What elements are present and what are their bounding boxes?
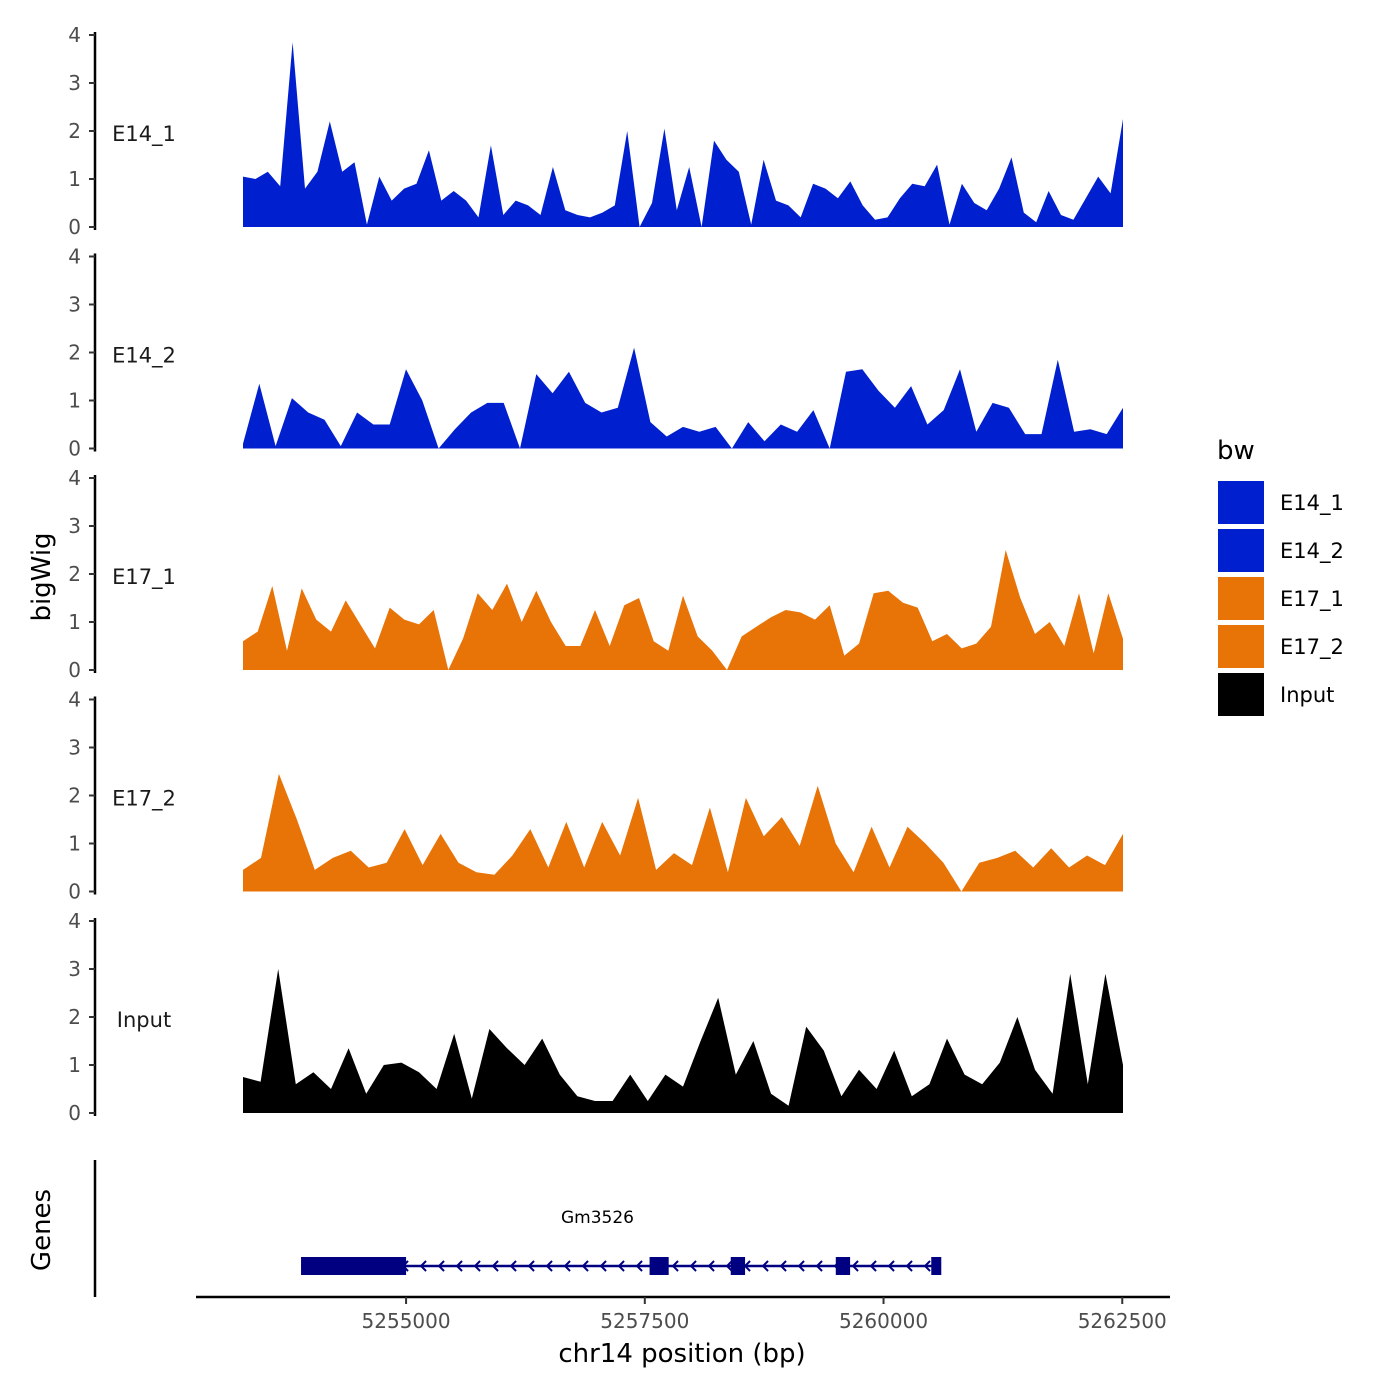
legend-swatch-E14_2 — [1218, 529, 1264, 572]
y-tick-label-E14_1-0: 0 — [68, 215, 81, 239]
track-Input: 0 1 2 3 4 Input — [68, 909, 1123, 1125]
y-tick-label-E14_2-3: 3 — [68, 293, 81, 317]
strand-arrow — [581, 1260, 589, 1272]
y-tick-label-Input-0: 0 — [68, 1101, 81, 1125]
strand-arrow — [671, 1260, 679, 1272]
strand-arrow — [761, 1260, 769, 1272]
strand-arrow — [419, 1260, 427, 1272]
x-axis-title: chr14 position (bp) — [558, 1339, 805, 1369]
track-label-Input: Input — [117, 1008, 171, 1032]
track-E14_1: 0 1 2 3 4 E14_1 — [68, 23, 1123, 239]
gene-track: Gm3526 — [93, 1160, 942, 1297]
legend-swatch-E17_2 — [1218, 625, 1264, 668]
exon-1 — [301, 1257, 407, 1275]
y-axis-title: bigWig — [27, 532, 57, 621]
gene-Gm3526: Gm3526 — [301, 1208, 942, 1275]
area-E17_2 — [243, 773, 1123, 892]
strand-arrow — [599, 1260, 607, 1272]
y-tick-label-E14_1-1: 1 — [68, 167, 81, 191]
y-tick-label-E14_2-4: 4 — [68, 245, 81, 269]
strand-arrow — [689, 1260, 697, 1272]
gene-track-title: Genes — [27, 1189, 57, 1271]
y-tick-label-E17_1-4: 4 — [68, 466, 81, 490]
strand-arrow — [923, 1260, 931, 1272]
legend-label-E17_1: E17_1 — [1280, 587, 1344, 612]
y-tick-label-E14_1-3: 3 — [68, 71, 81, 95]
tracks-layer: 0 1 2 3 4 E14_1 0 1 2 3 4 E14_2 0 1 2 3 4 E17_1 0 1 2 3 4 E17_2… — [68, 23, 1123, 1125]
y-tick-label-E14_1-4: 4 — [68, 23, 81, 47]
y-tick-label-E17_1-3: 3 — [68, 514, 81, 538]
y-tick-label-E14_1-2: 2 — [68, 119, 81, 143]
track-label-E17_2: E17_2 — [112, 787, 176, 812]
strand-arrow — [491, 1260, 499, 1272]
track-label-E14_1: E14_1 — [112, 122, 176, 147]
x-tick-label-5262500: 5262500 — [1078, 1309, 1167, 1333]
area-E14_1 — [243, 42, 1123, 228]
track-label-E14_2: E14_2 — [112, 344, 176, 369]
y-tick-label-E17_2-2: 2 — [68, 784, 81, 808]
y-tick-label-E17_1-2: 2 — [68, 562, 81, 586]
y-tick-label-E14_2-2: 2 — [68, 341, 81, 365]
y-tick-label-E17_1-0: 0 — [68, 658, 81, 682]
y-tick-label-E14_2-0: 0 — [68, 437, 81, 461]
y-tick-label-E17_2-3: 3 — [68, 736, 81, 760]
strand-arrow — [725, 1260, 733, 1272]
x-tick-label-5257500: 5257500 — [600, 1309, 689, 1333]
y-tick-label-Input-1: 1 — [68, 1053, 81, 1077]
exon-2 — [649, 1257, 669, 1275]
y-tick-label-Input-2: 2 — [68, 1005, 81, 1029]
strand-arrow — [563, 1260, 571, 1272]
x-tick-label-5260000: 5260000 — [839, 1309, 928, 1333]
area-Input — [243, 969, 1123, 1113]
strand-arrow — [473, 1260, 481, 1272]
y-tick-label-E17_2-0: 0 — [68, 880, 81, 904]
track-E17_1: 0 1 2 3 4 E17_1 — [68, 466, 1123, 682]
track-E14_2: 0 1 2 3 4 E14_2 — [68, 245, 1123, 461]
y-tick-label-E14_2-1: 1 — [68, 389, 81, 413]
strand-arrow — [437, 1260, 445, 1272]
strand-arrow — [851, 1260, 859, 1272]
track-label-E17_1: E17_1 — [112, 565, 176, 590]
track-E17_2: 0 1 2 3 4 E17_2 — [68, 688, 1123, 904]
y-tick-label-Input-4: 4 — [68, 909, 81, 933]
legend: E14_1 E14_2 E17_1 E17_2 Input — [1218, 481, 1344, 716]
x-axis: 5255000 5257500 5260000 5262500 — [196, 1295, 1170, 1333]
legend-label-Input: Input — [1280, 683, 1334, 707]
strand-arrow — [779, 1260, 787, 1272]
y-tick-label-Input-3: 3 — [68, 957, 81, 981]
strand-arrow — [905, 1260, 913, 1272]
strand-arrow — [617, 1260, 625, 1272]
legend-swatch-E14_1 — [1218, 481, 1264, 524]
exon-4 — [835, 1257, 851, 1275]
strand-arrow — [527, 1260, 535, 1272]
legend-title: bw — [1217, 436, 1255, 466]
gene-name-label: Gm3526 — [561, 1208, 634, 1228]
strand-arrow — [887, 1260, 895, 1272]
strand-arrow — [509, 1260, 517, 1272]
exon-3 — [730, 1257, 746, 1275]
strand-arrow — [707, 1260, 715, 1272]
strand-arrow — [815, 1260, 823, 1272]
strand-arrow — [869, 1260, 877, 1272]
x-tick-label-5255000: 5255000 — [362, 1309, 451, 1333]
exon-5 — [931, 1257, 942, 1275]
y-tick-label-E17_1-1: 1 — [68, 610, 81, 634]
strand-arrow — [545, 1260, 553, 1272]
strand-arrow — [455, 1260, 463, 1272]
y-tick-label-E17_2-4: 4 — [68, 688, 81, 712]
y-tick-label-E17_2-1: 1 — [68, 832, 81, 856]
legend-swatch-E17_1 — [1218, 577, 1264, 620]
strand-arrow — [797, 1260, 805, 1272]
strand-arrow — [635, 1260, 643, 1272]
legend-label-E14_2: E14_2 — [1280, 539, 1344, 564]
legend-swatch-Input — [1218, 673, 1264, 716]
legend-label-E14_1: E14_1 — [1280, 491, 1344, 516]
legend-label-E17_2: E17_2 — [1280, 635, 1344, 660]
area-E14_2 — [243, 347, 1123, 449]
area-E17_1 — [243, 550, 1123, 670]
